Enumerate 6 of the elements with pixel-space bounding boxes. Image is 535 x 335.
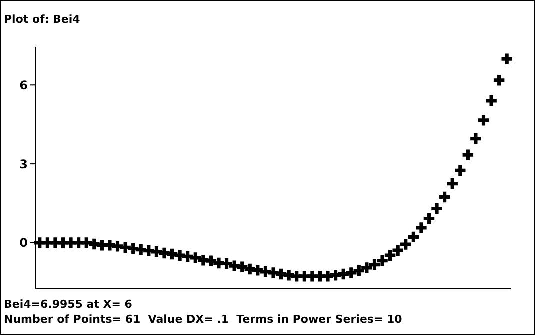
y-tick-label: 6: [20, 78, 28, 92]
chart-title: Plot of: Bei4: [4, 13, 80, 26]
text: Number of Points= 61 Value DX= .1 Terms in Power Series= 10: [4, 312, 402, 327]
text: Bei4=6.9955 at X= 6: [4, 297, 134, 312]
y-tick-label: 3: [20, 157, 28, 172]
y-tick-label: 0: [20, 236, 28, 250]
